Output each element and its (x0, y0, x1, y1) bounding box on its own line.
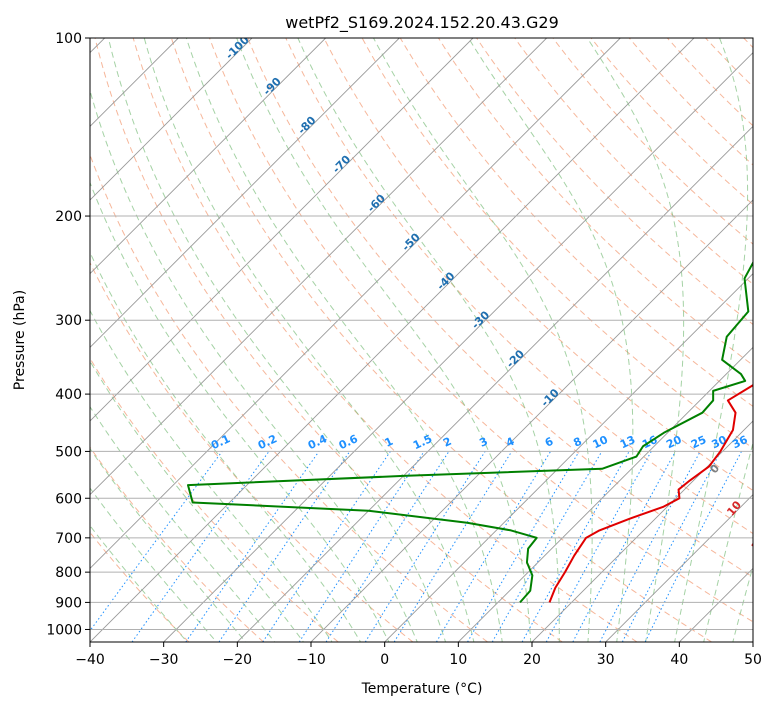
mixing-ratio-line (435, 451, 552, 642)
sounding-profiles (186, 260, 753, 604)
y-axis-ticks: 1000 900 800 700 600 500 400 300 200 100 (46, 31, 90, 638)
x-axis-ticks: −40 −30 −20 −10 0 10 20 30 40 50 (75, 642, 762, 668)
dry-adiabat-line (209, 38, 753, 623)
y-tick-label: 900 (55, 595, 82, 611)
y-tick-label: 100 (55, 31, 82, 47)
dry-adiabat-line (90, 446, 264, 642)
moist-adiabat-line (90, 360, 305, 642)
isotherm-line (90, 38, 621, 569)
mixing-ratio-label: 36 (730, 433, 750, 451)
isotherm-line (237, 125, 753, 642)
moist-adiabat-line (143, 38, 475, 642)
y-tick-label: 500 (55, 444, 82, 460)
mixing-ratio-line (467, 451, 580, 642)
mixing-ratio-line (521, 451, 630, 642)
moist-adiabat-line (297, 38, 560, 642)
isotherm-line (90, 38, 547, 496)
isotherm-line (163, 52, 753, 642)
isotherm-line (90, 38, 400, 348)
moist-adiabat-line (732, 564, 753, 642)
mixing-ratio-line (491, 451, 603, 642)
dry-adiabat-line (90, 261, 414, 642)
mixing-ratio-line (325, 451, 450, 642)
isotherm-line (458, 346, 753, 642)
mixing-ratio-line (218, 451, 351, 642)
y-tick-label: 300 (55, 313, 82, 329)
y-tick-label: 600 (55, 491, 82, 507)
dry-adiabat-line (247, 38, 753, 578)
x-tick-label: −30 (149, 652, 179, 668)
temperature-profile-line (548, 383, 753, 603)
dewpoint-profile-line (186, 260, 753, 604)
plot-frame (89, 37, 754, 643)
mixing-ratio-line (90, 451, 223, 632)
y-axis-label: Pressure (hPa) (12, 290, 28, 390)
mixing-ratio-lines (90, 451, 742, 642)
dry-adiabat-line (399, 38, 753, 408)
moist-adiabat-line (236, 38, 532, 642)
pressure-gridlines (90, 38, 753, 630)
mixing-ratio-label: 25 (689, 433, 708, 451)
x-tick-label: 50 (744, 652, 762, 668)
mixing-ratio-line (364, 451, 486, 642)
moist-adiabat-line (90, 405, 276, 642)
moist-adiabat-line (90, 309, 333, 642)
x-tick-label: 0 (380, 652, 389, 668)
x-tick-label: −10 (296, 652, 326, 668)
y-tick-label: 200 (55, 209, 82, 225)
moist-adiabat-line (90, 524, 188, 642)
y-tick-label: 1000 (46, 622, 82, 638)
moist-adiabat-line (90, 487, 218, 642)
moist-adiabat-line (90, 181, 390, 642)
moist-adiabat-label: 20 (749, 533, 769, 553)
moist-adiabat-line (90, 447, 247, 642)
isotherm-line (310, 199, 753, 642)
x-tick-label: −40 (75, 652, 105, 668)
isotherm-line (90, 38, 695, 642)
x-axis-label: Temperature (°C) (361, 681, 483, 697)
dry-adiabat-line (628, 38, 753, 166)
y-tick-label: 700 (55, 531, 82, 547)
dry-adiabat-line (476, 38, 753, 326)
mixing-ratio-label: 13 (618, 433, 637, 451)
x-tick-label: 20 (523, 652, 541, 668)
dry-adiabat-line (170, 38, 712, 642)
x-tick-label: 10 (449, 652, 467, 668)
moist-adiabat-line (586, 38, 685, 642)
x-tick-label: −20 (223, 652, 253, 668)
isotherm-line (90, 38, 474, 422)
mixing-ratio-label: 30 (710, 433, 730, 451)
dry-adiabat-line (94, 38, 563, 642)
dry-adiabat-line (590, 38, 753, 206)
moist-adiabat-line (90, 88, 418, 642)
y-tick-label: 800 (55, 565, 82, 581)
dry-adiabat-line (132, 38, 638, 642)
plot-area: 0.1 0.2 0.4 0.6 1 1.5 2 3 4 6 8 10 13 16 20 25 30 36-100-… (90, 38, 769, 642)
isotherm-line (531, 420, 753, 642)
x-tick-label: 30 (597, 652, 615, 668)
isotherm-line (384, 273, 753, 642)
y-tick-label: 400 (55, 387, 82, 403)
mixing-ratio-label: 10 (591, 433, 611, 451)
moist-adiabat-line (468, 38, 634, 642)
moist-adiabat-line (674, 38, 749, 642)
mixing-ratio-line (393, 451, 513, 642)
moist-adiabat-line (90, 251, 362, 642)
mixing-ratio-label: 20 (664, 433, 684, 451)
mixing-ratio-line (131, 451, 270, 642)
isotherm-line (605, 494, 753, 642)
chart-title: wetPf2_S169.2024.152.20.43.G29 (285, 13, 559, 33)
isotherms (90, 38, 753, 642)
x-tick-label: 40 (670, 652, 688, 668)
isotherm-line (90, 38, 253, 201)
dry-adiabat-line (514, 38, 753, 285)
mixing-ratio-line (572, 451, 676, 642)
isotherm-line (90, 38, 326, 275)
dry-adiabat-line (323, 38, 753, 492)
